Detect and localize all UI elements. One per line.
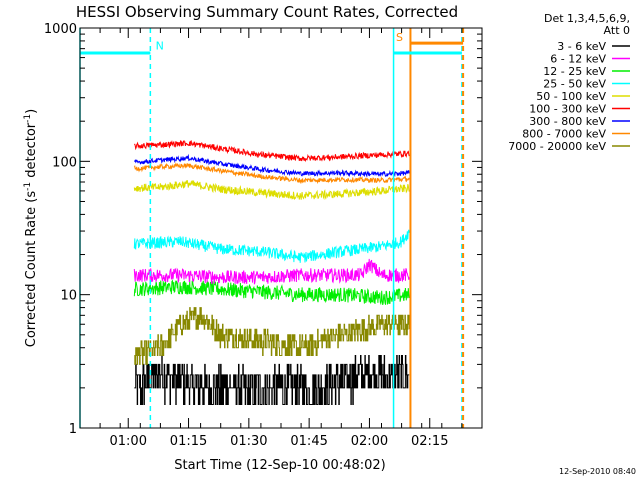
- y-axis: 1 10 100 1000: [44, 22, 482, 437]
- series-line-25-50keV: [133, 229, 410, 263]
- series-line-3-6keV: [134, 355, 410, 405]
- x-tick-label: 01:15: [170, 434, 207, 449]
- series-line-12-25keV: [133, 279, 410, 306]
- legend-label: 300 - 800 keV: [529, 115, 606, 128]
- x-tick-label: 02:00: [351, 434, 388, 449]
- series-layer: [133, 139, 410, 405]
- x-axis-label: Start Time (12-Sep-10 00:48:02): [174, 458, 385, 473]
- legend-header: Att 0: [604, 24, 630, 37]
- x-tick-label: 01:30: [230, 434, 267, 449]
- annotation-n: N: [156, 39, 164, 52]
- legend-label: 6 - 12 keV: [550, 53, 606, 66]
- y-tick-label: 1000: [44, 22, 77, 37]
- legend-header: Det 1,3,4,5,6,9,: [544, 12, 630, 25]
- legend-label: 7000 - 20000 keV: [508, 140, 606, 153]
- legend-label: 50 - 100 keV: [536, 90, 606, 103]
- plot-frame: [79, 27, 483, 429]
- series-line-50-100keV: [133, 180, 410, 201]
- series-line-100-300keV: [133, 139, 410, 163]
- y-axis-label: Corrected Count Rate (s-1 detector-1): [23, 109, 39, 347]
- annotation-s: S: [396, 31, 403, 44]
- legend-label: 800 - 7000 keV: [522, 128, 606, 141]
- y-tick-label: 1: [69, 422, 77, 437]
- x-tick-label: 01:45: [290, 434, 327, 449]
- y-tick-label: 100: [52, 155, 77, 170]
- x-axis: 01:00 01:15 01:30 01:45 02:00 02:15: [79, 28, 483, 449]
- legend-label: 25 - 50 keV: [543, 78, 606, 91]
- series-line-7000-20000keV: [134, 307, 410, 365]
- legend-label: 12 - 25 keV: [543, 65, 606, 78]
- series-line-6-12keV: [133, 258, 410, 285]
- legend-label: 3 - 6 keV: [557, 40, 606, 53]
- y-tick-label: 10: [60, 289, 77, 304]
- x-tick-label: 02:15: [411, 434, 448, 449]
- legend-label: 100 - 300 keV: [529, 103, 606, 116]
- footer-timestamp: 12-Sep-2010 08:40: [559, 467, 636, 476]
- chart-title: HESSI Observing Summary Count Rates, Cor…: [76, 3, 458, 21]
- series-line-800-7000keV: [133, 161, 410, 185]
- x-tick-label: 01:00: [110, 434, 147, 449]
- series-line-300-800keV: [133, 153, 410, 178]
